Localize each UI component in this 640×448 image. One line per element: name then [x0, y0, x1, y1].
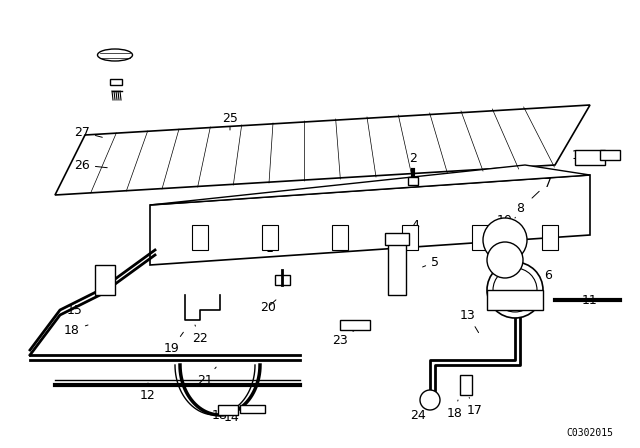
Text: 25: 25: [222, 112, 238, 130]
Text: 14: 14: [224, 410, 240, 423]
Bar: [472, 225, 488, 250]
Bar: [542, 225, 558, 250]
Bar: [275, 275, 290, 285]
Text: 19: 19: [164, 332, 184, 354]
Text: 8: 8: [515, 202, 524, 218]
Bar: [487, 290, 543, 310]
Circle shape: [487, 262, 543, 318]
Text: 2: 2: [409, 151, 417, 172]
Text: 11: 11: [573, 293, 598, 306]
Bar: [192, 225, 208, 250]
Polygon shape: [150, 175, 590, 265]
Text: 18: 18: [447, 400, 463, 419]
Bar: [600, 150, 620, 160]
Circle shape: [483, 218, 527, 262]
Text: 3: 3: [396, 267, 404, 287]
Bar: [110, 79, 122, 85]
Text: 13: 13: [460, 309, 479, 332]
Bar: [385, 233, 409, 245]
Polygon shape: [150, 165, 590, 205]
Text: 12: 12: [140, 383, 156, 401]
Text: 15: 15: [67, 300, 90, 316]
Circle shape: [487, 242, 523, 278]
Text: 10: 10: [497, 214, 513, 232]
Text: C0302015: C0302015: [566, 428, 614, 438]
Text: 21: 21: [197, 367, 216, 387]
Text: 18: 18: [64, 323, 88, 336]
Bar: [262, 225, 278, 250]
Text: 9: 9: [516, 225, 524, 246]
Polygon shape: [55, 105, 590, 195]
Polygon shape: [340, 320, 370, 330]
Bar: [218, 405, 238, 415]
Bar: [240, 405, 265, 413]
Bar: [95, 265, 115, 295]
Text: 4: 4: [402, 219, 419, 241]
Text: 17: 17: [467, 397, 483, 417]
Bar: [408, 177, 418, 185]
Text: 6: 6: [536, 268, 552, 281]
Bar: [575, 150, 605, 165]
Text: 18: 18: [212, 409, 228, 422]
Text: 1: 1: [266, 235, 274, 254]
Text: 7: 7: [532, 177, 552, 198]
Bar: [460, 375, 472, 395]
Circle shape: [420, 390, 440, 410]
Text: 23: 23: [332, 330, 355, 346]
Bar: [402, 225, 418, 250]
Text: 22: 22: [192, 325, 208, 345]
Ellipse shape: [97, 49, 132, 61]
Text: 26: 26: [74, 159, 108, 172]
Bar: [388, 235, 406, 295]
Text: 24: 24: [410, 403, 428, 422]
Text: 5: 5: [422, 255, 439, 268]
Text: 27: 27: [74, 125, 102, 138]
Text: 16: 16: [572, 148, 588, 161]
Text: 20: 20: [260, 300, 276, 314]
Circle shape: [493, 268, 537, 312]
Bar: [332, 225, 348, 250]
